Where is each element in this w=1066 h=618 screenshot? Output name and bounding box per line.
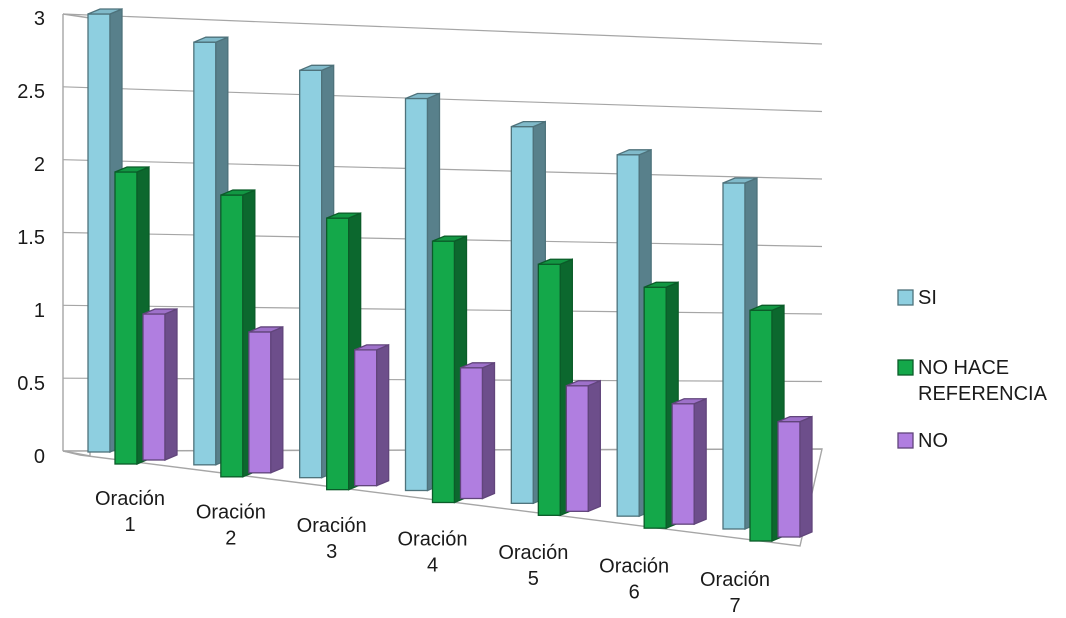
bar-top bbox=[299, 64, 334, 71]
x-tick-label: Oración 5 bbox=[498, 542, 568, 590]
bar-top bbox=[722, 177, 758, 184]
y-tick-label: 2 bbox=[34, 154, 45, 176]
bar-si-6 bbox=[616, 154, 640, 517]
bar-top bbox=[777, 416, 813, 423]
x-tick-label: Oración 7 bbox=[700, 569, 770, 617]
bar-side bbox=[376, 343, 390, 487]
x-tick-label: Oración 3 bbox=[297, 515, 367, 563]
bar-no-6 bbox=[671, 403, 695, 525]
bar-si-2 bbox=[193, 41, 217, 466]
y-tick-label: 0.5 bbox=[17, 373, 45, 395]
x-axis-ticks: Oración 1 Oración 2 Oración 3 Oración 4 Oración 5… bbox=[95, 488, 770, 617]
bar-top bbox=[220, 189, 256, 196]
bar-top bbox=[193, 36, 229, 43]
gridline bbox=[62, 86, 823, 113]
legend-label: SI bbox=[918, 287, 937, 309]
bar-top bbox=[87, 8, 123, 15]
bar-top bbox=[326, 212, 361, 219]
bar-top bbox=[248, 326, 284, 333]
bar-no-hace-referencia-6 bbox=[643, 286, 667, 529]
bar-side bbox=[693, 397, 707, 526]
bar-side bbox=[799, 415, 813, 538]
y-tick-label: 3 bbox=[34, 8, 45, 30]
bar-side bbox=[270, 325, 284, 474]
bar-top bbox=[671, 398, 707, 405]
bar-no-2 bbox=[248, 331, 272, 474]
bar-side bbox=[587, 379, 601, 513]
x-tick-label: Oración 1 bbox=[95, 488, 165, 536]
y-tick-label: 0 bbox=[34, 446, 45, 468]
x-tick-label: Oración 2 bbox=[196, 502, 266, 550]
bar-top bbox=[566, 380, 601, 387]
bar-top bbox=[749, 304, 785, 311]
gridline bbox=[62, 159, 823, 180]
legend-swatch-no bbox=[897, 432, 914, 449]
bar-no-hace-referencia-4 bbox=[431, 240, 456, 504]
bar-top bbox=[538, 258, 573, 265]
y-tick-label: 1 bbox=[34, 300, 45, 322]
bar-top bbox=[511, 121, 546, 128]
bar-no-hace-referencia-5 bbox=[537, 263, 561, 516]
bar-no-3 bbox=[354, 349, 378, 487]
bar-si-7 bbox=[722, 182, 746, 530]
bar-si-1 bbox=[87, 13, 111, 453]
bar-top bbox=[616, 149, 652, 156]
bar-top bbox=[114, 166, 150, 173]
y-axis-ticks: 0 0.5 1 1.5 2 2.5 3 bbox=[17, 8, 45, 468]
legend-label: NO bbox=[918, 430, 948, 452]
bar-no-4 bbox=[459, 367, 484, 500]
bar-si-4 bbox=[404, 97, 429, 492]
bar-top bbox=[432, 235, 467, 242]
legend-label: NO HACE REFERENCIA bbox=[918, 357, 1048, 405]
legend-swatch-no-hace-referencia bbox=[897, 359, 914, 376]
x-tick-label: Oración 4 bbox=[397, 529, 467, 577]
bar-no-hace-referencia-2 bbox=[220, 194, 244, 478]
bar-side bbox=[164, 308, 178, 461]
bar-top bbox=[643, 281, 679, 288]
bar-top bbox=[460, 362, 495, 369]
bar-si-5 bbox=[510, 126, 534, 504]
bar-no-hace-referencia-1 bbox=[114, 171, 138, 465]
bar-no-7 bbox=[777, 421, 801, 538]
bar-side bbox=[481, 361, 496, 500]
bar-no-1 bbox=[142, 313, 166, 461]
bars bbox=[87, 8, 813, 542]
bar-si-3 bbox=[299, 69, 323, 479]
gridline bbox=[62, 13, 823, 45]
bar-no-hace-referencia-3 bbox=[326, 217, 350, 491]
bar-top bbox=[405, 92, 440, 100]
legend-swatch-si bbox=[897, 289, 914, 306]
y-tick-label: 1.5 bbox=[17, 227, 45, 249]
x-tick-label: Oración 6 bbox=[599, 556, 669, 604]
bar-top bbox=[142, 308, 178, 315]
bar-top bbox=[354, 344, 389, 351]
bar-no-hace-referencia-7 bbox=[749, 309, 773, 542]
bar-no-5 bbox=[565, 385, 589, 512]
legend: SI NO HACE REFERENCIA NO bbox=[897, 287, 1048, 452]
y-tick-label: 2.5 bbox=[17, 81, 45, 103]
